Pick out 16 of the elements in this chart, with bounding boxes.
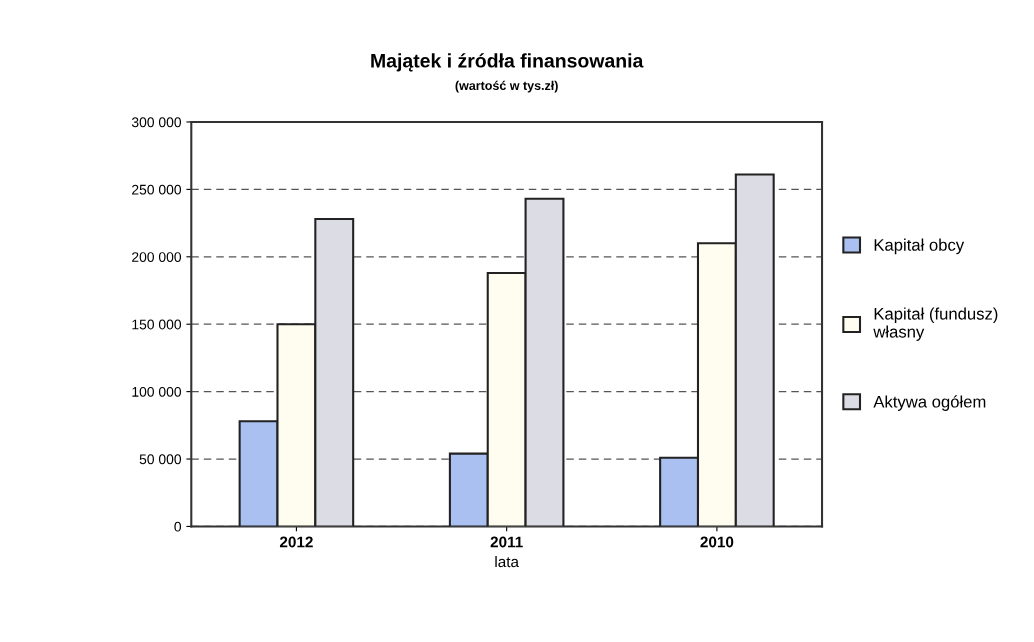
y-tick-label: 200 000 [132, 252, 182, 262]
x-axis-title: lata [495, 555, 519, 568]
y-tick-label: 50 000 [139, 454, 182, 465]
legend-label: Kapitał obcy [874, 238, 965, 255]
x-tick-label: 2011 [490, 536, 523, 548]
chart-subtitle: (wartość w tys.zł) [455, 80, 558, 93]
chart-title: Majątek i źródła finansowania [371, 53, 644, 72]
y-tick-label: 0 [174, 521, 182, 532]
x-tick-label: 2012 [279, 536, 313, 548]
y-tick-label: 150 000 [132, 319, 182, 330]
legend-label: Aktywa ogółem [873, 395, 986, 411]
y-tick-label: 250 000 [132, 184, 182, 195]
y-tick-label: 100 000 [132, 386, 182, 397]
x-tick-label: 2010 [700, 536, 734, 548]
legend-label: Kapitał (fundusz) własny [873, 307, 998, 341]
y-tick-label: 300 000 [131, 117, 182, 128]
